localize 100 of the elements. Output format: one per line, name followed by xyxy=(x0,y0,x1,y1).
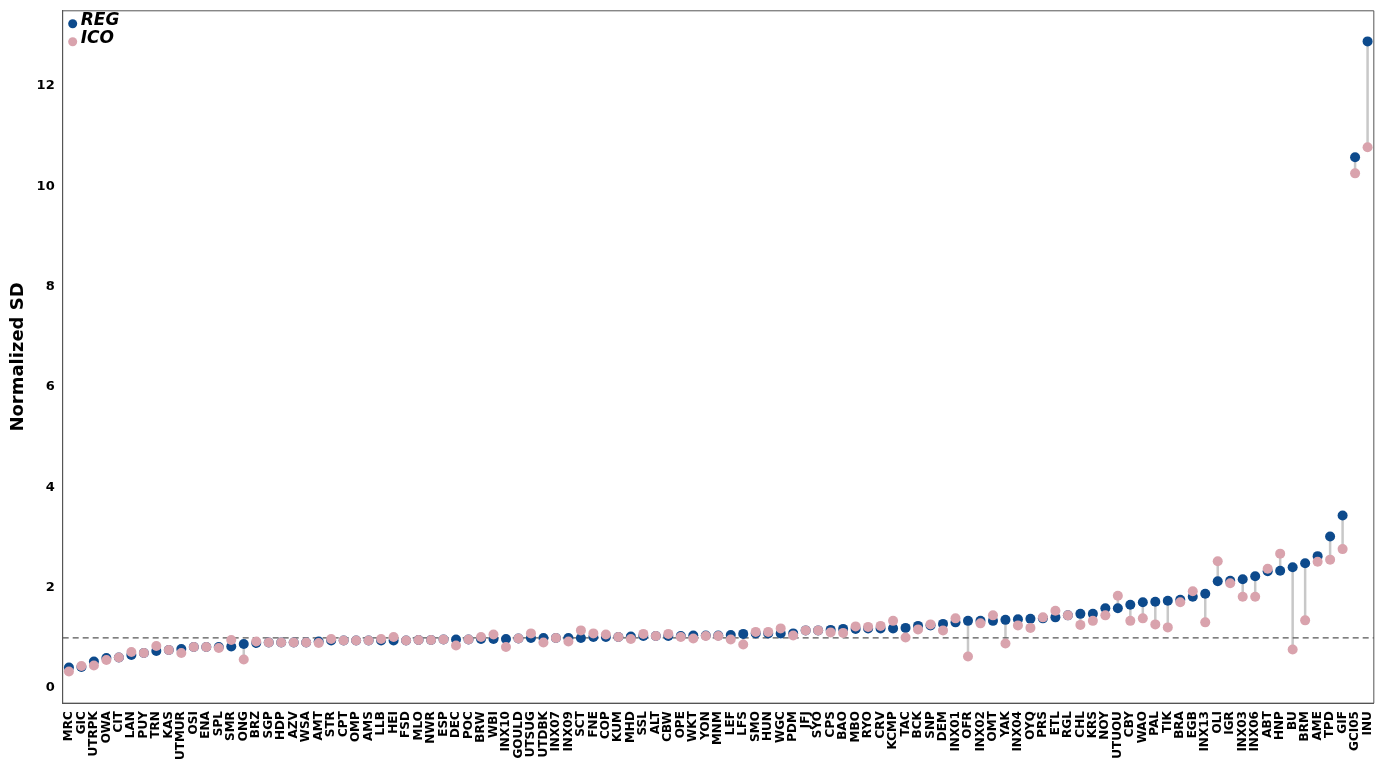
x-tick-label: TRN xyxy=(148,711,163,739)
x-tick-label: MBO xyxy=(847,711,862,743)
x-tick-label: MHD xyxy=(622,711,637,744)
x-tick-label: INX10 xyxy=(498,711,513,752)
x-tick-label: KAS xyxy=(160,711,175,739)
x-tick-label: OLI xyxy=(1209,711,1224,734)
x-tick-label: KCMP xyxy=(885,710,900,750)
x-tick-label: RGL xyxy=(1060,710,1075,738)
x-tick-label: LAN xyxy=(123,711,138,739)
x-tick-label: ETL xyxy=(1047,710,1062,736)
x-tick-label: NOY xyxy=(1097,710,1112,740)
x-tick-label: CBW xyxy=(660,711,675,742)
x-tick-label: INX03 xyxy=(1234,711,1249,752)
x-tick-label: UTRPK xyxy=(86,710,101,757)
x-tick-label: LFS xyxy=(735,711,750,736)
x-tick-label: ABT xyxy=(1259,710,1274,738)
y-tick-label: 6 xyxy=(45,378,55,394)
x-tick-label: LLB xyxy=(373,711,388,736)
x-tick-label: CIT xyxy=(111,710,126,733)
x-tick-label: UTSUG xyxy=(523,711,538,758)
x-tick-label: INX01 xyxy=(947,711,962,752)
x-tick-label: UTUOU xyxy=(1109,711,1124,759)
x-tick-label: FNE xyxy=(585,711,600,738)
y-tick-label: 2 xyxy=(45,579,55,595)
x-tick-label: BRM xyxy=(1297,711,1312,742)
x-tick-label: BU xyxy=(1284,711,1299,731)
y-tick-label: 8 xyxy=(45,278,55,294)
x-tick-label: JFJ xyxy=(797,711,812,730)
x-tick-label: HDP xyxy=(273,710,288,740)
x-tick-label: SMO xyxy=(747,711,762,742)
x-tick-label: MRC xyxy=(61,710,76,742)
x-tick-label: GCI05 xyxy=(1347,711,1362,751)
x-tick-label: YAK xyxy=(997,710,1012,739)
x-tick-label: ONG xyxy=(235,711,250,742)
x-tick-label: GIC xyxy=(73,710,88,735)
x-tick-label: PRS xyxy=(1035,711,1050,738)
x-tick-label: DEM xyxy=(935,711,950,742)
legend-label: ICO xyxy=(80,27,114,48)
x-tick-label: IGR xyxy=(1222,711,1237,735)
x-tick-label: INX06 xyxy=(1247,711,1262,752)
x-tick-label: ENA xyxy=(198,710,213,739)
x-tick-label: HNP xyxy=(1272,710,1287,741)
x-tick-label: BRZ xyxy=(248,710,263,739)
x-tick-label: AMT xyxy=(310,710,325,741)
x-tick-label: TAC xyxy=(897,710,912,737)
x-tick-label: WSA xyxy=(298,710,313,743)
x-tick-label: UTDBK xyxy=(535,710,550,758)
x-tick-label: HUN xyxy=(760,711,775,741)
legend-label: REG xyxy=(80,9,120,30)
x-tick-label: SGP xyxy=(260,710,275,739)
y-axis-title: Normalized SD xyxy=(6,282,28,432)
x-tick-label: INX07 xyxy=(548,711,563,752)
x-tick-label: INU xyxy=(1359,711,1374,736)
x-tick-label: OMT xyxy=(985,710,1000,742)
x-tick-label: EGB xyxy=(1184,711,1199,739)
x-tick-label: INX02 xyxy=(972,711,987,752)
x-tick-label: CHL xyxy=(1072,710,1087,738)
x-tick-label: INX04 xyxy=(1010,711,1025,752)
y-tick-label: 4 xyxy=(45,478,55,494)
x-tick-label: OYQ xyxy=(1022,711,1037,740)
x-tick-label: GOULD xyxy=(510,711,525,759)
x-tick-label: RYO xyxy=(860,711,875,739)
x-tick-label: STR xyxy=(323,711,338,738)
x-tick-label: WAO xyxy=(1134,711,1149,744)
x-tick-label: SYO xyxy=(810,711,825,739)
x-tick-label: TPD xyxy=(1322,711,1337,739)
x-tick-label: CPT xyxy=(335,710,350,737)
x-tick-label: SSL xyxy=(635,710,650,736)
x-tick-label: CRV xyxy=(872,710,887,739)
x-tick-label: BAO xyxy=(835,711,850,740)
x-tick-label: FSD xyxy=(398,711,413,738)
x-tick-label: BRW xyxy=(473,711,488,743)
x-tick-label: AME xyxy=(1309,711,1324,741)
x-tick-label: KRS xyxy=(1084,711,1099,739)
x-tick-label: INX09 xyxy=(560,711,575,752)
x-tick-label: OMP xyxy=(348,710,363,743)
x-tick-label: PDM xyxy=(785,711,800,742)
x-tick-label: SNP xyxy=(922,710,937,739)
x-tick-label: ESP xyxy=(435,710,450,737)
x-tick-label: WKT xyxy=(685,710,700,742)
x-tick-label: WGC xyxy=(772,710,787,744)
x-tick-label: CPS xyxy=(822,711,837,738)
x-tick-label: PUY xyxy=(135,710,150,739)
x-tick-label: NWR xyxy=(423,711,438,744)
x-tick-label: CBY xyxy=(1122,710,1137,738)
x-tick-label: COP xyxy=(598,710,612,739)
x-tick-label: AMS xyxy=(360,711,375,742)
x-tick-label: ALT xyxy=(647,710,662,735)
x-tick-label: LEF xyxy=(722,711,737,736)
x-tick-label: BRA xyxy=(1172,710,1187,739)
x-tick-label: UTMUR xyxy=(173,711,188,760)
x-tick-label: OSI xyxy=(185,711,200,735)
x-tick-label: BCK xyxy=(910,710,925,739)
y-tick-label: 12 xyxy=(36,77,55,93)
x-tick-label: MLO xyxy=(410,711,425,741)
x-tick-label: SMR xyxy=(223,711,238,741)
x-tick-label: PAL xyxy=(1147,710,1162,736)
x-tick-label: HEI xyxy=(385,711,400,734)
x-tick-label: OWA xyxy=(98,710,113,744)
x-tick-label: YON xyxy=(697,711,712,741)
